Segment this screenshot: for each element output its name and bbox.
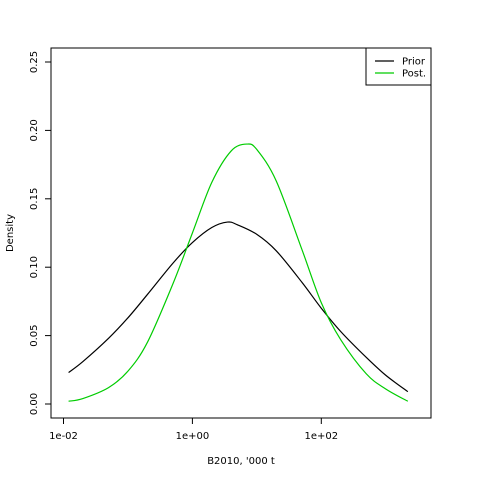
y-tick-label: 0.05: [29, 324, 40, 346]
y-tick-label: 0.20: [29, 119, 40, 141]
x-tick-label: 1e-02: [49, 431, 78, 442]
y-tick-label: 0.10: [29, 256, 40, 278]
x-tick-label: 1e+02: [304, 431, 338, 442]
series-line-prior: [68, 221, 409, 393]
y-tick-label: 0.25: [29, 51, 40, 73]
legend-label: Post.: [402, 69, 426, 80]
series-layer: [68, 143, 409, 402]
x-axis-label: B2010, '000 t: [207, 456, 275, 467]
x-axis: 1e-02 1e+00 1e+02: [49, 417, 338, 442]
y-tick-label: 0.15: [29, 188, 40, 210]
series-line-post: [68, 143, 409, 402]
y-axis-label: Density: [5, 214, 16, 252]
y-tick-label: 0.00: [29, 393, 40, 415]
legend-box: [365, 47, 432, 86]
plot-frame: [50, 47, 432, 419]
y-axis: 0.00 0.05 0.10 0.15 0.20 0.25: [29, 51, 51, 415]
legend-label: Prior: [402, 57, 426, 68]
x-tick-label: 1e+00: [176, 431, 210, 442]
